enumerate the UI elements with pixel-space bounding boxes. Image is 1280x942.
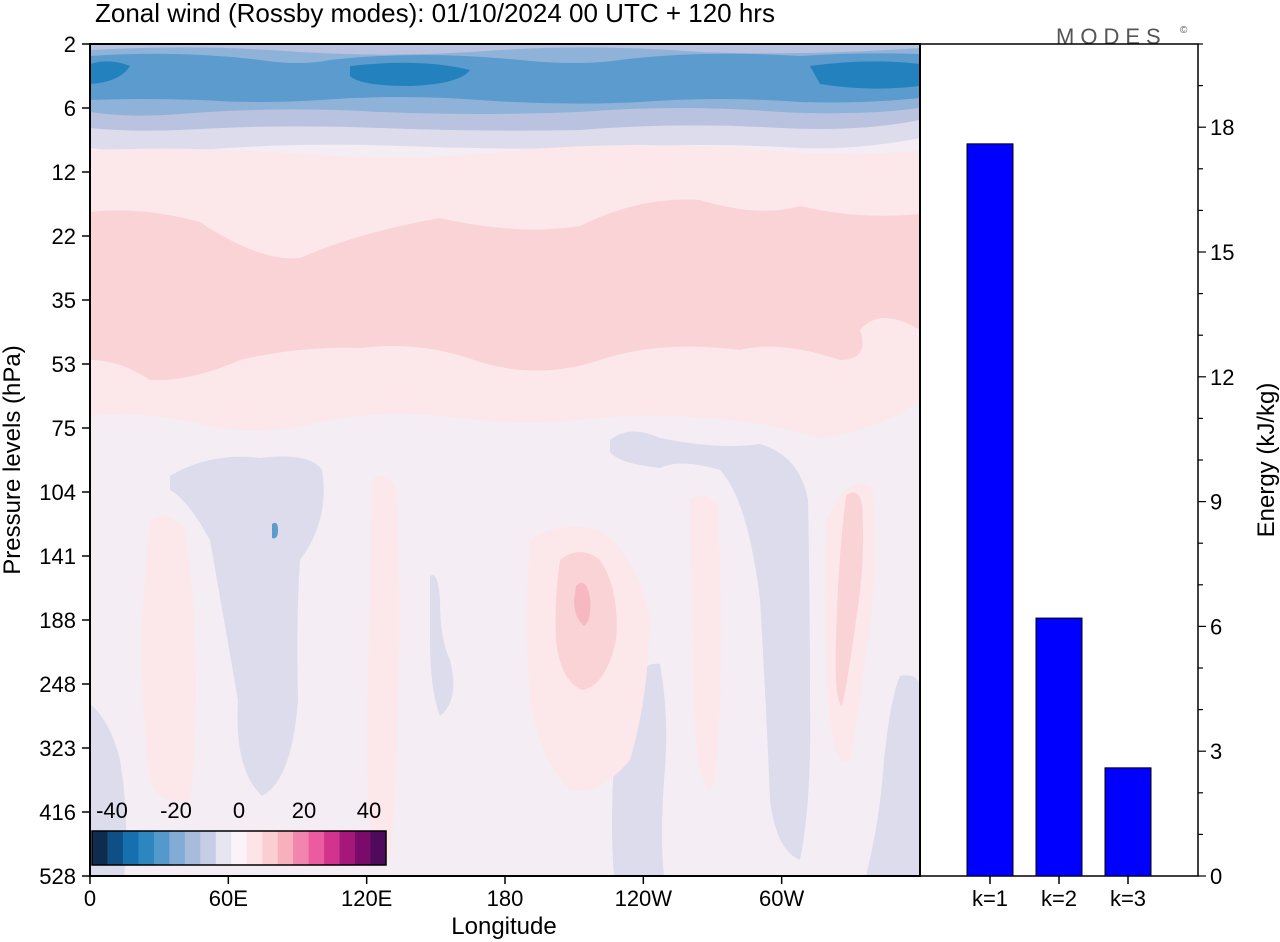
energy-tick-label: 18 [1210, 115, 1234, 140]
colorbar-tick-label: 20 [292, 798, 316, 823]
y-tick-label: 528 [39, 864, 76, 889]
energy-tick-label: 3 [1210, 739, 1222, 764]
y-tick-label: 416 [39, 800, 76, 825]
x-tick-label: 180 [487, 886, 524, 911]
energy-tick-label: 6 [1210, 614, 1222, 639]
energy-bar [1104, 767, 1152, 877]
colorbar-tick-label: 40 [357, 798, 381, 823]
y-tick-label: 75 [52, 416, 76, 441]
pos-blob-1 [141, 516, 196, 802]
colorbar-swatch [184, 831, 201, 865]
bar-category-label: k=1 [972, 886, 1008, 911]
logo-text: MODES [1056, 24, 1167, 49]
colorbar-swatch [370, 831, 387, 865]
colorbar-swatch [92, 831, 108, 865]
pos-blob-3-core [574, 582, 591, 626]
neg-blob-1 [170, 456, 324, 796]
colorbar-swatch [355, 831, 372, 865]
colorbar-tick-label: -20 [160, 798, 192, 823]
neg-core-1 [350, 62, 470, 86]
pos-blob-4 [690, 495, 721, 790]
y-tick-label: 12 [52, 160, 76, 185]
y-tick-label: 2 [64, 32, 76, 57]
logo-mark: © [1180, 25, 1188, 36]
pressure-axis: 2 6 12 22 35 53 75 104 141 188 248 323 416 528 [39, 32, 90, 889]
neg-blob-6 [866, 675, 920, 876]
energy-tick-label: 0 [1210, 864, 1222, 889]
neg-core-2 [810, 61, 920, 89]
bar-category-label: k=3 [1110, 886, 1146, 911]
colorbar-swatch [215, 831, 232, 865]
energy-tick-label: 15 [1210, 240, 1234, 265]
colorbar-swatch [122, 831, 139, 865]
energy-axis-label: Energy (kJ/kg) [1253, 383, 1280, 538]
y-tick-label: 22 [52, 224, 76, 249]
neg-core-3 [90, 61, 130, 84]
colorbar-swatch [262, 831, 279, 865]
y-tick-label: 35 [52, 288, 76, 313]
colorbar-swatch [246, 831, 263, 865]
colorbar-swatch [339, 831, 356, 865]
pos-blob-2 [367, 475, 400, 860]
energy-axis: 0 3 6 9 12 15 18 [1198, 43, 1234, 889]
y-tick-label: 141 [39, 544, 76, 569]
neg-band-mid [90, 53, 920, 104]
colorbar-tick-label: -40 [96, 798, 128, 823]
colorbar-swatch [169, 831, 186, 865]
colorbar [91, 830, 387, 866]
neg-blob-4 [430, 575, 454, 716]
pos-band-light [90, 199, 920, 381]
x-tick-label: 0 [84, 886, 96, 911]
neg-blob-2 [610, 431, 811, 860]
chart-title: Zonal wind (Rossby modes): 01/10/2024 00… [95, 0, 775, 28]
colorbar-swatch [200, 831, 217, 865]
colorbar-swatch [277, 831, 294, 865]
colorbar-frame [91, 830, 387, 866]
x-tick-label: 120E [341, 886, 392, 911]
colorbar-tick-label: 0 [233, 798, 245, 823]
x-tick-label: 60W [759, 886, 804, 911]
y-tick-label: 323 [39, 736, 76, 761]
contour-field [90, 44, 920, 876]
bar-category-label: k=2 [1041, 886, 1077, 911]
x-tick-label: 120W [615, 886, 673, 911]
pos-blob-5-inner [835, 492, 864, 706]
colorbar-swatch [153, 831, 170, 865]
y-tick-label: 188 [39, 608, 76, 633]
energy-bars: k=1 k=2 k=3 [966, 143, 1152, 911]
neg-dot [272, 522, 278, 539]
y-axis-label: Pressure levels (hPa) [0, 345, 26, 574]
energy-tick-label: 9 [1210, 490, 1222, 515]
colorbar-swatch [293, 831, 310, 865]
colorbar-ticks: -40 -20 0 20 40 [96, 798, 381, 823]
colorbar-swatch [107, 831, 124, 865]
x-tick-label: 60E [209, 886, 248, 911]
x-axis-label: Longitude [451, 913, 556, 940]
longitude-axis: 0 60E 120E 180 120W 60W [84, 876, 805, 911]
colorbar-swatch [324, 831, 341, 865]
colorbar-swatch [138, 831, 155, 865]
y-tick-label: 248 [39, 672, 76, 697]
colorbar-swatch [231, 831, 248, 865]
energy-bar [966, 143, 1014, 877]
y-tick-label: 53 [52, 352, 76, 377]
y-tick-label: 6 [64, 96, 76, 121]
energy-tick-label: 12 [1210, 365, 1234, 390]
colorbar-swatch [308, 831, 325, 865]
energy-bar [1035, 617, 1083, 877]
y-tick-label: 104 [39, 480, 76, 505]
modes-logo: MODES © [1056, 24, 1188, 49]
